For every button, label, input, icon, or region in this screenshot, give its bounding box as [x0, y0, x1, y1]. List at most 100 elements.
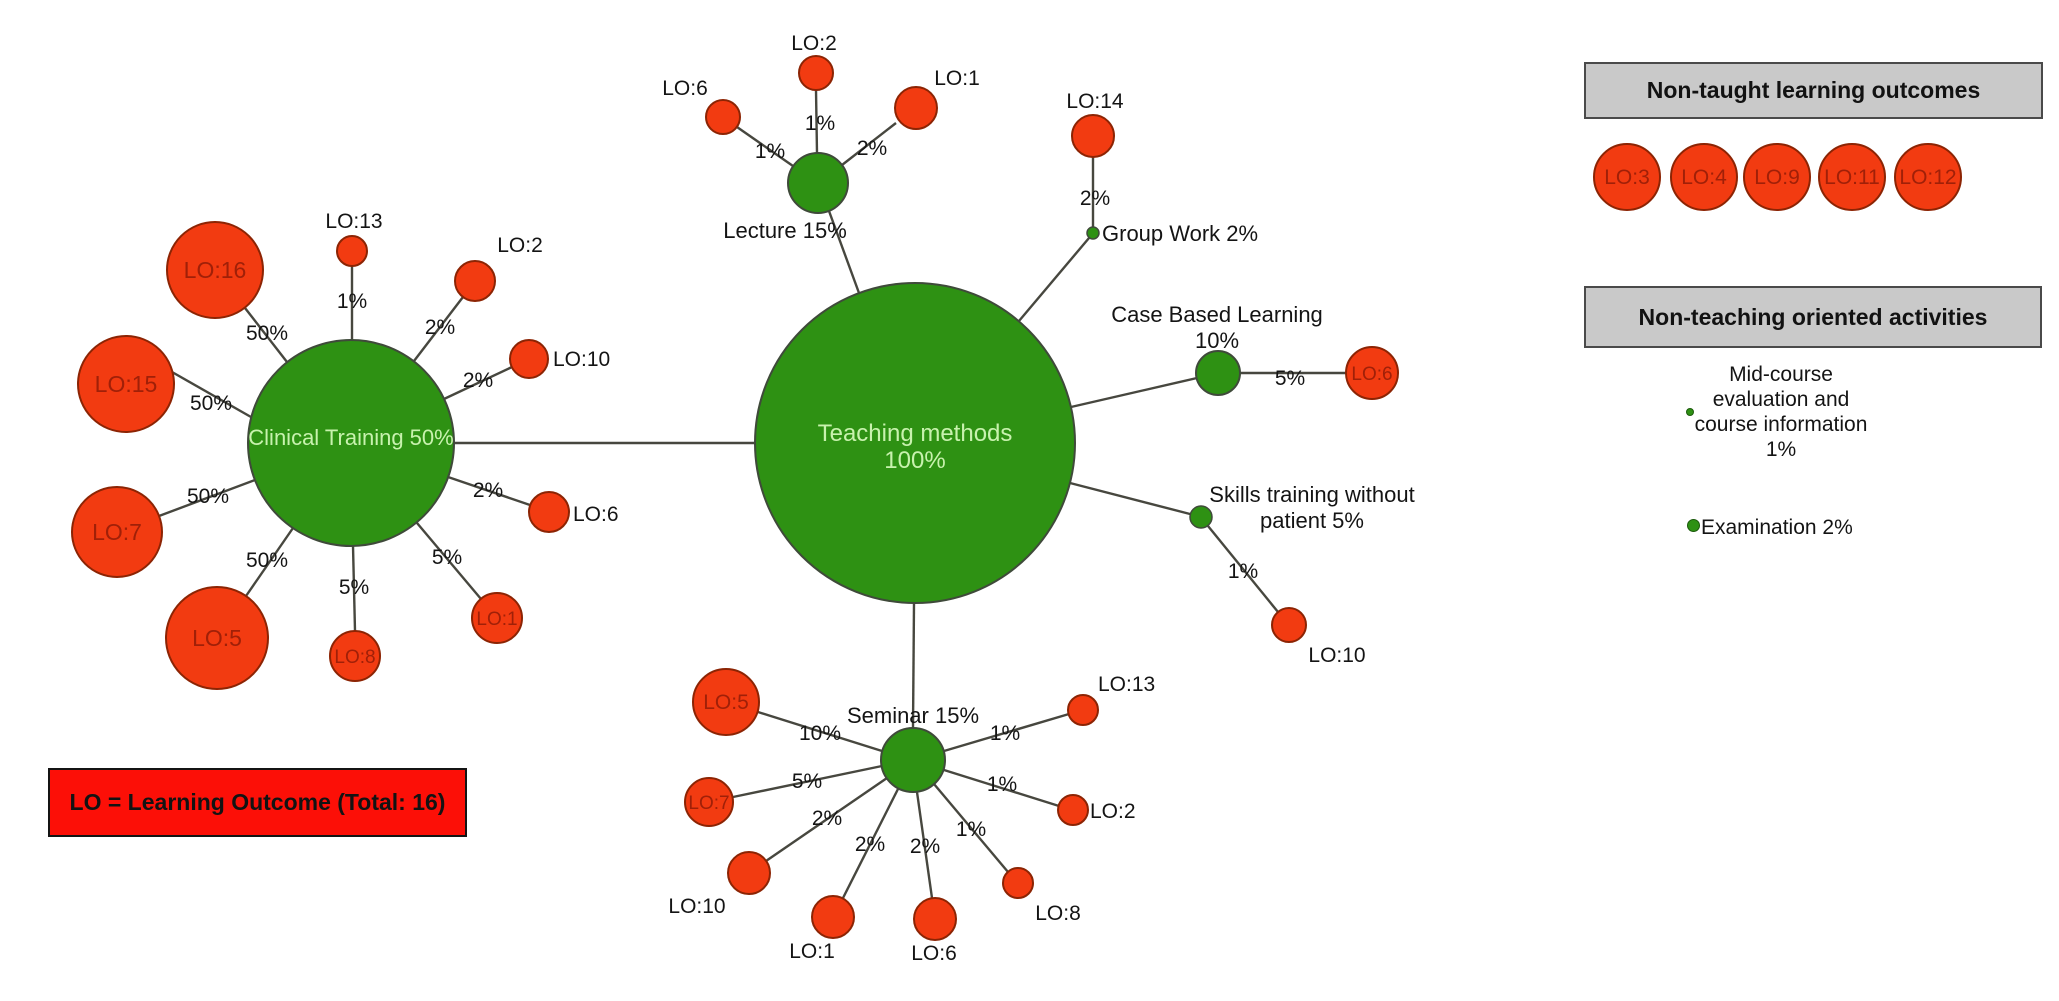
- edge-teaching-methods-case-based-learning: [1070, 376, 1198, 409]
- node-label-group-work-lo14: LO:14: [1066, 90, 1124, 113]
- node-label-non-taught-lo-4: LO:4: [1681, 166, 1727, 189]
- edge-label-seminar-seminar-lo5: 10%: [799, 722, 841, 745]
- node-label-clinical-training: Clinical Training 50%: [248, 425, 453, 450]
- edge-clinical-training-clinical-lo7: [158, 478, 256, 518]
- node-label-clinical-lo15: LO:15: [95, 371, 158, 397]
- node-seminar-lo10: [727, 851, 771, 895]
- node-non-taught-lo-11: [1818, 143, 1886, 211]
- mid-course-evaluation-label: Mid-course evaluation and course informa…: [1694, 363, 1868, 461]
- edge-label-seminar-seminar-lo1: 2%: [855, 833, 885, 856]
- node-seminar-lo2: [1057, 794, 1089, 826]
- node-label-non-taught-lo-9: LO:9: [1754, 166, 1800, 189]
- non-teaching-activities-header: Non-teaching oriented activities: [1584, 286, 2042, 348]
- node-label-clinical-lo1: LO:1: [476, 609, 517, 630]
- node-lecture-lo2: [798, 55, 834, 91]
- node-clinical-lo6: [528, 491, 570, 533]
- node-label-group-work: Group Work 2%: [1102, 221, 1258, 246]
- node-skills-training: [1189, 505, 1213, 529]
- edge-clinical-training-clinical-lo16: [244, 307, 288, 363]
- node-clinical-training: [247, 339, 455, 547]
- node-lecture-lo1: [894, 86, 938, 130]
- edge-label-seminar-seminar-lo2: 1%: [987, 773, 1017, 796]
- edge-clinical-training-clinical-lo1: [416, 522, 482, 600]
- edge-label-seminar-seminar-lo6: 2%: [910, 835, 940, 858]
- node-lecture-lo6: [705, 99, 741, 135]
- node-label-clinical-lo5: LO:5: [192, 625, 242, 651]
- edge-label-clinical-training-clinical-lo6: 2%: [473, 479, 503, 502]
- edge-teaching-methods-skills-training: [1069, 481, 1191, 516]
- node-non-taught-lo-9: [1743, 143, 1811, 211]
- edge-label-case-based-learning-cbl-lo6: 5%: [1275, 367, 1305, 390]
- node-label-seminar-lo13: LO:13: [1098, 673, 1155, 696]
- node-label-seminar-lo5: LO:5: [703, 691, 749, 714]
- node-non-taught-lo-3: [1593, 143, 1661, 211]
- node-case-based-learning: [1195, 350, 1241, 396]
- edge-lecture-lecture-lo1: [841, 122, 897, 166]
- node-label-clinical-lo10: LO:10: [553, 348, 610, 371]
- edge-seminar-seminar-lo13: [943, 712, 1070, 753]
- node-clinical-lo1: [471, 592, 523, 644]
- node-label-cbl-lo6: LO:6: [1351, 364, 1392, 385]
- node-seminar-lo6: [913, 897, 957, 941]
- node-clinical-lo15: [77, 335, 175, 433]
- edge-label-seminar-seminar-lo7: 5%: [792, 770, 822, 793]
- lo-legend-text: LO = Learning Outcome (Total: 16): [69, 789, 446, 815]
- node-lecture: [787, 152, 849, 214]
- node-label-clinical-lo7: LO:7: [92, 519, 142, 545]
- node-label-lecture-lo6: LO:6: [662, 77, 708, 100]
- edge-label-clinical-training-clinical-lo1: 5%: [432, 546, 462, 569]
- node-group-work-lo14: [1071, 114, 1115, 158]
- node-label-lecture-lo1: LO:1: [934, 67, 980, 90]
- node-label-non-taught-lo-12: LO:12: [1899, 166, 1956, 189]
- edge-seminar-seminar-lo10: [765, 777, 888, 862]
- edge-teaching-methods-seminar: [911, 602, 916, 729]
- node-clinical-lo13: [336, 235, 368, 267]
- node-clinical-lo2: [454, 260, 496, 302]
- node-seminar-lo7: [684, 777, 734, 827]
- node-non-taught-lo-12: [1894, 143, 1962, 211]
- edge-clinical-training-clinical-lo5: [245, 527, 294, 597]
- node-seminar-lo8: [1002, 867, 1034, 899]
- node-non-taught-lo-4: [1670, 143, 1738, 211]
- edge-clinical-training-clinical-lo6: [447, 475, 531, 507]
- node-label-seminar-lo8: LO:8: [1035, 902, 1081, 925]
- edge-label-clinical-training-clinical-lo2: 2%: [425, 316, 455, 339]
- node-label-clinical-lo2: LO:2: [497, 234, 543, 257]
- node-clinical-lo7: [71, 486, 163, 578]
- node-teaching-methods: [754, 282, 1076, 604]
- edge-label-lecture-lecture-lo6: 1%: [755, 140, 785, 163]
- node-seminar: [880, 727, 946, 793]
- edge-lecture-lecture-lo2: [814, 89, 819, 154]
- edge-label-clinical-training-clinical-lo15: 50%: [190, 392, 232, 415]
- edge-label-seminar-seminar-lo8: 1%: [956, 818, 986, 841]
- node-label-seminar: Seminar 15%: [847, 703, 979, 728]
- node-label-lecture: Lecture 15%: [723, 218, 847, 243]
- node-label-seminar-lo7: LO:7: [688, 793, 729, 814]
- node-label-non-taught-lo-11: LO:11: [1824, 166, 1880, 189]
- edge-label-clinical-training-clinical-lo7: 50%: [187, 485, 229, 508]
- edge-label-clinical-training-clinical-lo13: 1%: [337, 290, 367, 313]
- edge-clinical-training-clinical-lo10: [443, 365, 513, 401]
- edge-label-skills-training-skills-lo10: 1%: [1228, 560, 1258, 583]
- edge-label-group-work-group-work-lo14: 2%: [1080, 187, 1110, 210]
- edge-label-clinical-training-clinical-lo16: 50%: [246, 322, 288, 345]
- edge-seminar-seminar-lo6: [915, 791, 934, 899]
- non-teaching-activities-title: Non-teaching oriented activities: [1638, 303, 1988, 330]
- examination-dot-icon: [1687, 519, 1700, 532]
- edge-seminar-seminar-lo1: [841, 788, 900, 899]
- edge-teaching-methods-lecture: [827, 210, 861, 294]
- edge-label-clinical-training-clinical-lo10: 2%: [463, 369, 493, 392]
- node-label-clinical-lo8: LO:8: [334, 647, 375, 668]
- node-label-teaching-methods: 100%: [884, 447, 945, 474]
- node-label-skills-training: patient 5%: [1260, 508, 1364, 533]
- node-clinical-lo5: [165, 586, 269, 690]
- edge-label-seminar-seminar-lo10: 2%: [812, 807, 842, 830]
- edge-clinical-training-clinical-lo2: [413, 296, 464, 362]
- node-seminar-lo1: [811, 895, 855, 939]
- non-taught-outcomes-title: Non-taught learning outcomes: [1646, 77, 1981, 103]
- edge-seminar-seminar-lo8: [933, 783, 1009, 873]
- edge-label-clinical-training-clinical-lo5: 50%: [246, 549, 288, 572]
- edge-label-lecture-lecture-lo2: 1%: [805, 112, 835, 135]
- node-cbl-lo6: [1345, 346, 1399, 400]
